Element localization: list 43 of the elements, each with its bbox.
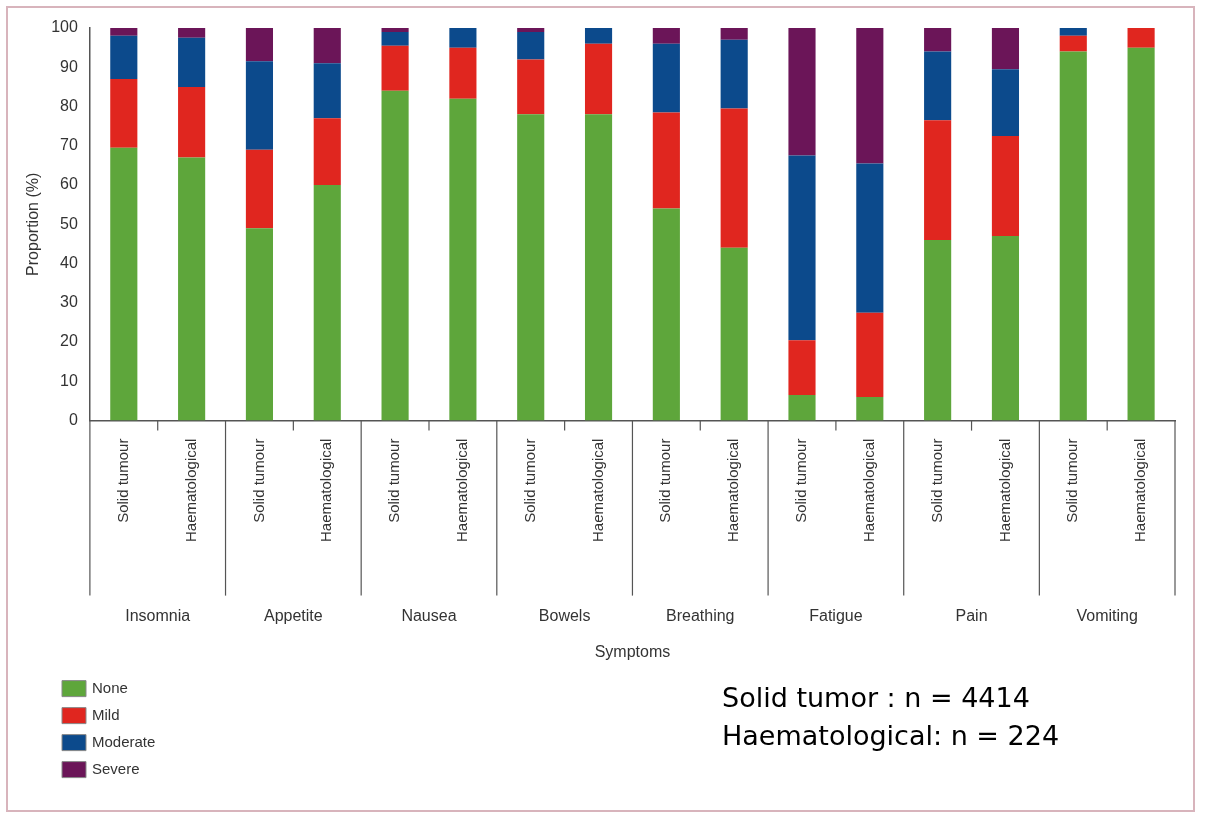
legend-label: None	[92, 678, 128, 696]
x-tick-label: Solid tumour	[113, 438, 131, 523]
y-tick-label: 80	[60, 96, 78, 114]
y-tick-label: 0	[68, 411, 78, 429]
text: Pain	[955, 607, 988, 625]
y-axis-title: Proportion (%)	[24, 172, 42, 276]
y-tick-label: 20	[60, 332, 78, 350]
y-tick-label: 60	[60, 175, 78, 193]
y-tick-label: 30	[60, 293, 78, 311]
y-tick-label: 10	[60, 371, 78, 389]
text: Breathing	[666, 607, 735, 625]
x-tick-label: Solid tumour	[1063, 438, 1081, 523]
text: Appetite	[263, 607, 323, 625]
legend-label: Moderate	[92, 732, 156, 750]
x-tick-label: Haematological	[859, 438, 877, 542]
y-tick-label: 40	[60, 253, 78, 271]
legend-label: Mild	[92, 705, 120, 723]
x-tick-label: Haematological	[181, 438, 199, 542]
text: Symptoms	[594, 643, 671, 661]
x-tick-label: Solid tumour	[792, 438, 810, 523]
text: Insomnia	[125, 607, 191, 625]
text: Vomiting	[1076, 607, 1138, 625]
x-tick-label: Solid tumour	[656, 438, 674, 523]
text: Bowels	[538, 607, 591, 625]
y-tick-label: 90	[60, 57, 78, 75]
x-tick-label: Solid tumour	[927, 438, 945, 523]
x-tick-label: Solid tumour	[520, 438, 538, 523]
x-tick-label: Solid tumour	[385, 438, 403, 523]
x-tick-label: Haematological	[317, 438, 335, 542]
text: Fatigue	[809, 607, 863, 625]
y-tick-label: 50	[60, 214, 78, 232]
x-tick-label: Haematological	[1131, 438, 1149, 542]
x-tick-label: Haematological	[995, 438, 1013, 542]
x-tick-label: Solid tumour	[249, 438, 267, 523]
text: Haematological: n = 224	[722, 719, 1060, 751]
y-tick-label: 70	[60, 136, 78, 154]
x-tick-label: Haematological	[724, 438, 742, 542]
x-tick-label: Haematological	[453, 438, 471, 542]
legend-label: Severe	[92, 759, 140, 777]
text: Nausea	[401, 607, 457, 625]
x-tick-label: Haematological	[588, 438, 606, 542]
text: Solid tumor : n = 4414	[722, 681, 1030, 713]
y-tick-label: 100	[51, 18, 78, 36]
